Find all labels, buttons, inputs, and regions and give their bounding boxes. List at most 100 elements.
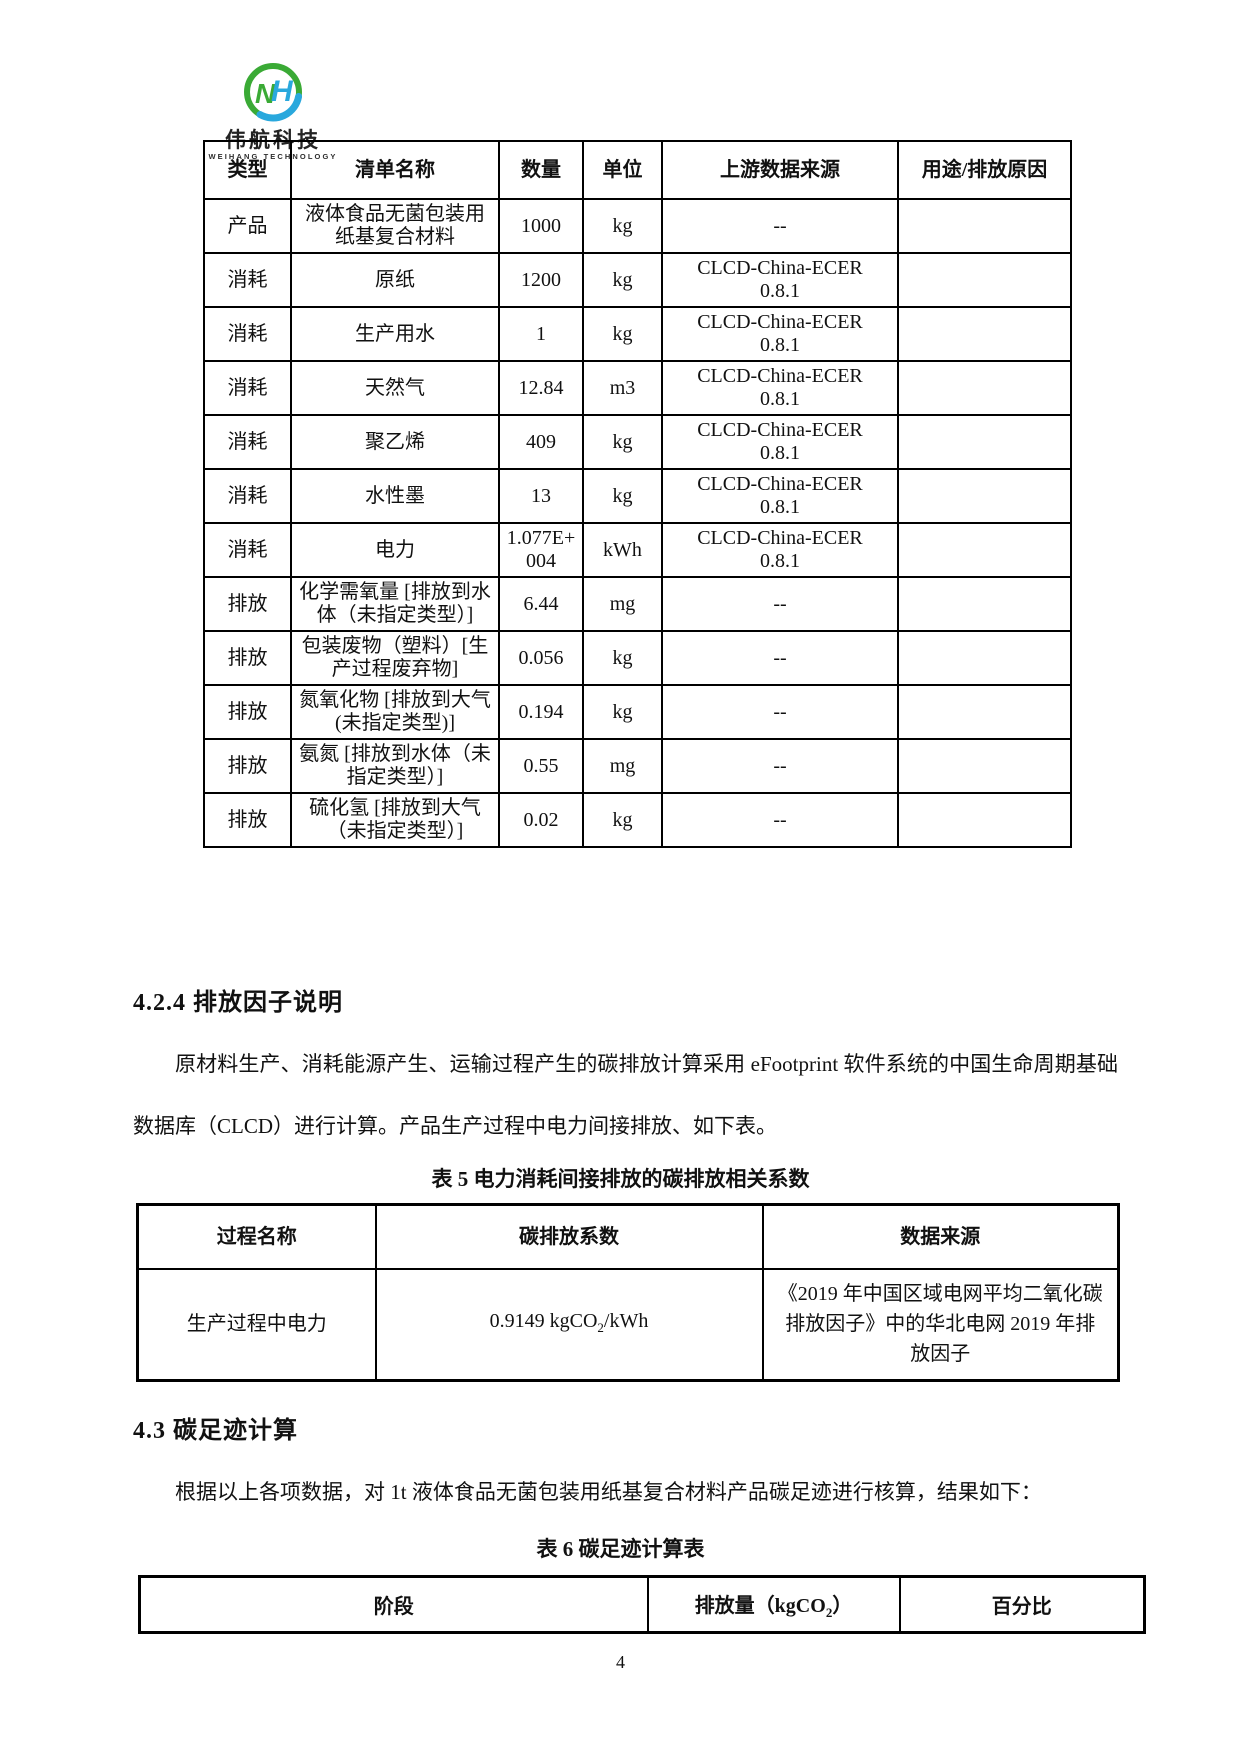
col-header-purpose: 用途/排放原因: [897, 140, 1072, 200]
page-number: 4: [616, 1652, 625, 1672]
cell-purpose: [897, 198, 1072, 254]
cell-name: 液体食品无菌包装用纸基复合材料: [290, 198, 500, 254]
cell-purpose: [897, 522, 1072, 578]
emission-label-close: ）: [832, 1594, 853, 1617]
cell-unit: kg: [582, 468, 663, 524]
cell-source: --: [661, 630, 899, 686]
cell-purpose: [897, 360, 1072, 416]
cell-type: 消耗: [203, 414, 292, 470]
cell-purpose: [897, 468, 1072, 524]
cell-type: 排放: [203, 738, 292, 794]
cell-source: --: [661, 684, 899, 740]
paragraph-43: 根据以上各项数据，对 1t 液体食品无菌包装用纸基复合材料产品碳足迹进行核算，结…: [175, 1480, 1042, 1504]
cell-source: CLCD-China-ECER 0.8.1: [661, 306, 899, 362]
cell-qty: 12.84: [498, 360, 584, 416]
cell-unit: kWh: [582, 522, 663, 578]
cell-unit: kg: [582, 306, 663, 362]
cell-name: 氮氧化物 [排放到大气(未指定类型)]: [290, 684, 500, 740]
section-heading-43: 4.3 碳足迹计算: [133, 1418, 298, 1444]
cell-purpose: [897, 576, 1072, 632]
table-row: 排放 氨氮 [排放到水体（未指定类型）] 0.55 mg --: [203, 738, 1072, 794]
col-header-factor: 碳排放系数: [374, 1203, 764, 1270]
electricity-factor-table: 过程名称 碳排放系数 数据来源 生产过程中电力 0.9149 kgCO2/kWh…: [136, 1203, 1120, 1382]
cell-name: 包装废物（塑料）[生产过程废弃物]: [290, 630, 500, 686]
svg-text:H: H: [271, 75, 294, 108]
table-row: 排放 包装废物（塑料）[生产过程废弃物] 0.056 kg --: [203, 630, 1072, 686]
cell-unit: kg: [582, 198, 663, 254]
cell-purpose: [897, 738, 1072, 794]
col-header-emission: 排放量（kgCO2）: [646, 1575, 901, 1634]
table5-header-row: 过程名称 碳排放系数 数据来源: [136, 1203, 1120, 1270]
cell-type: 消耗: [203, 306, 292, 362]
col-header-percent: 百分比: [898, 1575, 1146, 1634]
cell-qty: 1.077E+004: [498, 522, 584, 578]
cell-source: CLCD-China-ECER 0.8.1: [661, 414, 899, 470]
cell-unit: kg: [582, 792, 663, 848]
cell-qty: 1: [498, 306, 584, 362]
cell-name: 水性墨: [290, 468, 500, 524]
cell-unit: kg: [582, 630, 663, 686]
table-row: 消耗 聚乙烯 409 kg CLCD-China-ECER 0.8.1: [203, 414, 1072, 470]
inventory-table: 类型 清单名称 数量 单位 上游数据来源 用途/排放原因 产品 液体食品无菌包装…: [203, 140, 1072, 848]
cell-qty: 1200: [498, 252, 584, 308]
cell-name: 硫化氢 [排放到大气（未指定类型）]: [290, 792, 500, 848]
cell-name: 聚乙烯: [290, 414, 500, 470]
col-header-unit: 单位: [582, 140, 663, 200]
cell-type: 消耗: [203, 522, 292, 578]
cell-factor: 0.9149 kgCO2/kWh: [374, 1267, 764, 1382]
cell-purpose: [897, 306, 1072, 362]
table5-caption: 表 5 电力消耗间接排放的碳排放相关系数: [431, 1167, 810, 1191]
cell-purpose: [897, 630, 1072, 686]
cell-qty: 13: [498, 468, 584, 524]
cell-source: CLCD-China-ECER 0.8.1: [661, 522, 899, 578]
cell-type: 消耗: [203, 360, 292, 416]
emission-subscript: 2: [825, 1604, 833, 1620]
col-header-type: 类型: [203, 140, 292, 200]
cell-unit: mg: [582, 576, 663, 632]
paragraph-424: 原材料生产、消耗能源产生、运输过程产生的碳排放计算采用 eFootprint 软…: [133, 1052, 1118, 1138]
cell-purpose: [897, 684, 1072, 740]
cell-unit: kg: [582, 252, 663, 308]
cell-type: 排放: [203, 630, 292, 686]
cell-type: 产品: [203, 198, 292, 254]
col-header-name: 清单名称: [290, 140, 500, 200]
company-logo-icon: N H: [244, 63, 303, 122]
cell-name: 生产用水: [290, 306, 500, 362]
cell-purpose: [897, 252, 1072, 308]
col-header-source: 上游数据来源: [661, 140, 899, 200]
cell-qty: 1000: [498, 198, 584, 254]
emission-label: 排放量（kgCO: [694, 1594, 826, 1617]
cell-name: 氨氮 [排放到水体（未指定类型）]: [290, 738, 500, 794]
cell-unit: kg: [582, 414, 663, 470]
table-row: 排放 化学需氧量 [排放到水体（未指定类型）] 6.44 mg --: [203, 576, 1072, 632]
col-header-qty: 数量: [498, 140, 584, 200]
cell-source: --: [661, 738, 899, 794]
col-header-stage: 阶段: [138, 1575, 649, 1634]
inventory-header-row: 类型 清单名称 数量 单位 上游数据来源 用途/排放原因: [203, 140, 1072, 200]
cell-unit: mg: [582, 738, 663, 794]
table-row: 生产过程中电力 0.9149 kgCO2/kWh 《2019 年中国区域电网平均…: [136, 1267, 1120, 1382]
page-content: 类型 清单名称 数量 单位 上游数据来源 用途/排放原因 产品 液体食品无菌包装…: [0, 140, 1241, 1673]
cell-qty: 0.02: [498, 792, 584, 848]
cell-type: 消耗: [203, 252, 292, 308]
cell-qty: 6.44: [498, 576, 584, 632]
cell-type: 排放: [203, 684, 292, 740]
factor-value: 0.9149 kgCO: [489, 1309, 598, 1332]
cell-data-source: 《2019 年中国区域电网平均二氧化碳排放因子》中的华北电网 2019 年排放因…: [761, 1267, 1120, 1382]
cell-qty: 0.55: [498, 738, 584, 794]
svg-text:N: N: [255, 78, 276, 109]
cell-name: 天然气: [290, 360, 500, 416]
cell-purpose: [897, 414, 1072, 470]
cell-source: CLCD-China-ECER 0.8.1: [661, 468, 899, 524]
cell-source: CLCD-China-ECER 0.8.1: [661, 360, 899, 416]
table-row: 排放 硫化氢 [排放到大气（未指定类型）] 0.02 kg --: [203, 792, 1072, 848]
table-row: 产品 液体食品无菌包装用纸基复合材料 1000 kg --: [203, 198, 1072, 254]
cell-name: 电力: [290, 522, 500, 578]
cell-purpose: [897, 792, 1072, 848]
cell-process: 生产过程中电力: [136, 1267, 377, 1382]
table-row: 消耗 电力 1.077E+004 kWh CLCD-China-ECER 0.8…: [203, 522, 1072, 578]
cell-source: --: [661, 576, 899, 632]
cell-source: CLCD-China-ECER 0.8.1: [661, 252, 899, 308]
cell-name: 化学需氧量 [排放到水体（未指定类型）]: [290, 576, 500, 632]
cell-source: --: [661, 198, 899, 254]
